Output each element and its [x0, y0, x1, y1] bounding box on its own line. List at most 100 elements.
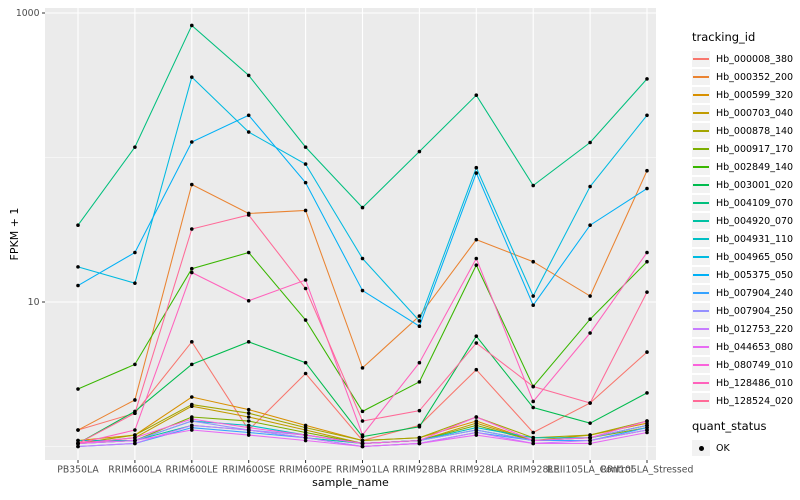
- y-tick-label: 1000: [16, 8, 40, 19]
- legend-label: Hb_000703_040: [716, 107, 794, 119]
- legend-entry-Hb_044653_080: Hb_044653_080: [692, 338, 793, 356]
- legend: tracking_id Hb_000008_380 Hb_000352_200 Hb…: [692, 30, 793, 457]
- legend-key-line: [693, 148, 709, 150]
- axis-ticks: [42, 12, 648, 463]
- legend-key-line: [693, 256, 709, 258]
- legend-label: Hb_044653_080: [716, 341, 794, 353]
- legend-key-swatch: [692, 123, 710, 139]
- legend-key-swatch: [692, 213, 710, 229]
- legend-entry-Hb_003001_020: Hb_003001_020: [692, 176, 793, 194]
- legend-key-line: [693, 292, 709, 294]
- y-axis-title: FPKM + 1: [8, 207, 21, 261]
- x-tick-label: RRIM928BA: [392, 465, 447, 476]
- legend-label: Hb_004920_070: [716, 215, 794, 227]
- legend-entry-Hb_012753_220: Hb_012753_220: [692, 320, 793, 338]
- legend-key-line: [693, 328, 709, 330]
- legend-label: Hb_000008_380: [716, 53, 794, 65]
- legend-entry-Hb_000008_380: Hb_000008_380: [692, 50, 793, 68]
- gridlines-minor: [45, 157, 656, 447]
- legend-key-line: [693, 310, 709, 312]
- legend-entry-Hb_007904_250: Hb_007904_250: [692, 302, 793, 320]
- legend-key-swatch: [692, 375, 710, 391]
- legend-entry-Hb_004109_070: Hb_004109_070: [692, 194, 793, 212]
- legend-label: Hb_003001_020: [716, 179, 794, 191]
- legend-key-swatch: [692, 141, 710, 157]
- legend-key-line: [693, 400, 709, 402]
- legend-label: Hb_004109_070: [716, 197, 794, 209]
- legend-entry-Hb_128486_010: Hb_128486_010: [692, 374, 793, 392]
- legend-label: Hb_012753_220: [716, 323, 794, 335]
- x-tick-label: RRIM600SE: [222, 465, 275, 476]
- legend-title-tracking-id: tracking_id: [692, 30, 756, 44]
- legend-label: Hb_128524_020: [716, 395, 794, 407]
- legend-entries: Hb_000008_380 Hb_000352_200 Hb_000599_320 H…: [692, 50, 793, 410]
- legend-key-swatch: [692, 321, 710, 337]
- x-tick-label: RRIM600PE: [279, 465, 332, 476]
- legend-title-quant-status: quant_status: [692, 419, 767, 433]
- legend-key-swatch: [692, 195, 710, 211]
- legend-entry-Hb_080749_010: Hb_080749_010: [692, 356, 793, 374]
- legend-label-ok: OK: [716, 442, 730, 454]
- x-axis-title: sample_name: [312, 476, 389, 489]
- legend-key-swatch: [692, 231, 710, 247]
- legend-entry-Hb_000878_140: Hb_000878_140: [692, 122, 793, 140]
- legend-entry-ok: OK: [692, 439, 793, 457]
- x-tick-label: RRII105LA_Stressed: [601, 465, 694, 476]
- legend-label: Hb_002849_140: [716, 161, 794, 173]
- legend-entry-Hb_004920_070: Hb_004920_070: [692, 212, 793, 230]
- legend-label: Hb_080749_010: [716, 359, 794, 371]
- x-tick-label: RRIM928LA: [450, 465, 504, 476]
- legend-label: Hb_000599_320: [716, 89, 794, 101]
- legend-key-ok: [692, 440, 710, 456]
- legend-entry-Hb_000917_170: Hb_000917_170: [692, 140, 793, 158]
- legend-key-swatch: [692, 339, 710, 355]
- legend-entry-Hb_128524_020: Hb_128524_020: [692, 392, 793, 410]
- gridlines-major: [45, 8, 656, 460]
- legend-key-line: [693, 220, 709, 222]
- y-tick-label: 10: [28, 297, 40, 308]
- legend-key-line: [693, 382, 709, 384]
- legend-key-swatch: [692, 357, 710, 373]
- legend-label: Hb_000878_140: [716, 125, 794, 137]
- legend-key-line: [693, 274, 709, 276]
- legend-key-line: [693, 346, 709, 348]
- legend-entry-Hb_000352_200: Hb_000352_200: [692, 68, 793, 86]
- legend-key-swatch: [692, 51, 710, 67]
- legend-key-line: [693, 238, 709, 240]
- legend-key-swatch: [692, 87, 710, 103]
- ok-point-marker: [698, 445, 704, 451]
- legend-key-line: [693, 130, 709, 132]
- legend-key-swatch: [692, 267, 710, 283]
- legend-key-line: [693, 76, 709, 78]
- x-tick-label: RRIM928LE: [507, 465, 560, 476]
- x-tick-label: RRIM600LE: [166, 465, 219, 476]
- x-tick-label: RRIM901LA: [336, 465, 390, 476]
- plot-panel: [45, 8, 656, 460]
- legend-key-swatch: [692, 303, 710, 319]
- legend-label: Hb_000352_200: [716, 71, 794, 83]
- x-tick-label: PB350LA: [57, 465, 99, 476]
- legend-key-swatch: [692, 249, 710, 265]
- legend-label: Hb_007904_240: [716, 287, 794, 299]
- legend-key-swatch: [692, 69, 710, 85]
- x-tick-label: RRIM600LA: [108, 465, 162, 476]
- legend-key-line: [693, 364, 709, 366]
- legend-label: Hb_005375_050: [716, 269, 794, 281]
- legend-label: Hb_004965_050: [716, 251, 794, 263]
- legend-entry-Hb_004931_110: Hb_004931_110: [692, 230, 793, 248]
- legend-key-swatch: [692, 285, 710, 301]
- legend-key-swatch: [692, 159, 710, 175]
- axis-tick-labels: 10 1000 PB350LA RRIM600LA RRIM600LE RRIM600SE…: [16, 8, 694, 475]
- legend-key-line: [693, 184, 709, 186]
- legend-label: Hb_000917_170: [716, 143, 794, 155]
- legend-key-line: [693, 112, 709, 114]
- legend-entry-Hb_002849_140: Hb_002849_140: [692, 158, 793, 176]
- legend-key-line: [693, 166, 709, 168]
- legend-label: Hb_007904_250: [716, 305, 794, 317]
- legend-key-swatch: [692, 105, 710, 121]
- legend-label: Hb_128486_010: [716, 377, 794, 389]
- x-tick-label: RRII105LA_Control: [547, 465, 633, 476]
- legend-entry-Hb_005375_050: Hb_005375_050: [692, 266, 793, 284]
- legend-entry-Hb_004965_050: Hb_004965_050: [692, 248, 793, 266]
